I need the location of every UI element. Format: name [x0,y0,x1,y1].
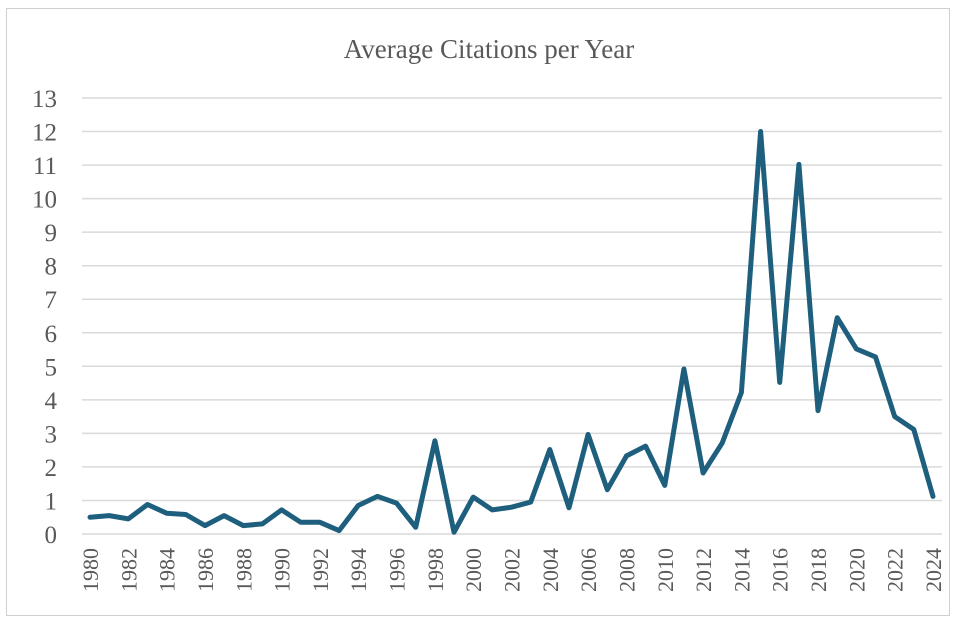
x-tick-label: 1994 [346,548,371,592]
x-tick-label: 1992 [308,548,333,592]
data-point [356,503,361,508]
data-point [566,505,571,510]
data-point [260,521,265,526]
data-point [835,315,840,320]
x-tick-label: 1984 [155,548,180,592]
x-tick-label: 1996 [385,548,410,592]
data-point [202,523,207,528]
data-point [509,505,514,510]
series-layer [87,129,936,535]
data-point [394,501,399,506]
data-point [816,408,821,413]
x-tick-label: 2018 [806,548,831,592]
data-point [547,447,552,452]
data-point [452,530,457,535]
data-point [241,523,246,528]
data-point [164,511,169,516]
chart-frame [6,8,950,616]
x-tick-label: 2004 [538,548,563,592]
data-point [643,444,648,449]
series-line [87,129,936,535]
y-tick-label: 12 [32,120,57,147]
y-tick-label: 6 [45,321,58,348]
x-tick-label: 2022 [883,548,908,592]
x-tick-label: 2002 [500,548,525,592]
data-point [777,380,782,385]
x-tick-label: 2010 [653,548,678,592]
y-tick-label: 3 [45,421,58,448]
x-tick-label: 1980 [78,548,103,592]
data-point [528,500,533,505]
y-tick-label: 4 [45,388,58,415]
y-tick-label: 7 [45,287,58,314]
y-tick-label: 1 [45,488,58,515]
x-tick-label: 1998 [423,548,448,592]
data-point [605,487,610,492]
data-point [720,440,725,445]
data-point [796,162,801,167]
x-tick-label: 1986 [193,548,218,592]
data-point [432,438,437,443]
x-tick-label: 2024 [921,548,946,592]
data-point [107,513,112,518]
x-tick-label: 2016 [768,548,793,592]
y-tick-label: 13 [32,86,57,113]
data-point [911,427,916,432]
x-tick-label: 1982 [116,548,141,592]
data-point [873,354,878,359]
x-tick-label: 1988 [231,548,256,592]
x-tick-label: 2006 [576,548,601,592]
data-point [662,483,667,488]
data-point [88,515,92,520]
y-tick-label: 11 [33,153,57,180]
data-point [298,520,303,525]
data-point [337,528,342,533]
y-tick-label: 8 [45,254,58,281]
data-point [892,414,897,419]
x-tick-label: 2008 [614,548,639,592]
x-tick-label: 2000 [461,548,486,592]
y-tick-label: 10 [32,187,57,214]
gridlines [82,97,942,535]
data-point [375,494,380,499]
data-point [145,502,150,507]
data-point [931,494,935,499]
chart-title: Average Citations per Year [344,34,634,64]
x-tick-label: 2020 [844,548,869,592]
y-tick-label: 9 [45,220,58,247]
x-tick-label: 2012 [691,548,716,592]
data-point [222,513,227,518]
data-point [701,470,706,475]
data-point [471,495,476,500]
data-point [317,520,322,525]
x-tick-label: 1990 [270,548,295,592]
x-tick-label: 2014 [729,548,754,592]
data-point [490,507,495,512]
x-axis-ticks: 1980 1982 1984 1986 1988 1990 1992 1994 1996 1998… [78,548,946,592]
y-tick-label: 0 [45,522,58,549]
data-point [586,432,591,437]
y-tick-label: 2 [45,455,58,482]
y-tick-label: 5 [45,354,58,381]
data-point [183,512,188,517]
data-point [758,129,763,134]
data-point [624,453,629,458]
data-point [279,507,284,512]
data-point [681,366,686,371]
data-point [413,525,418,530]
data-point [739,390,744,395]
data-point [126,516,131,521]
data-point [854,346,859,351]
